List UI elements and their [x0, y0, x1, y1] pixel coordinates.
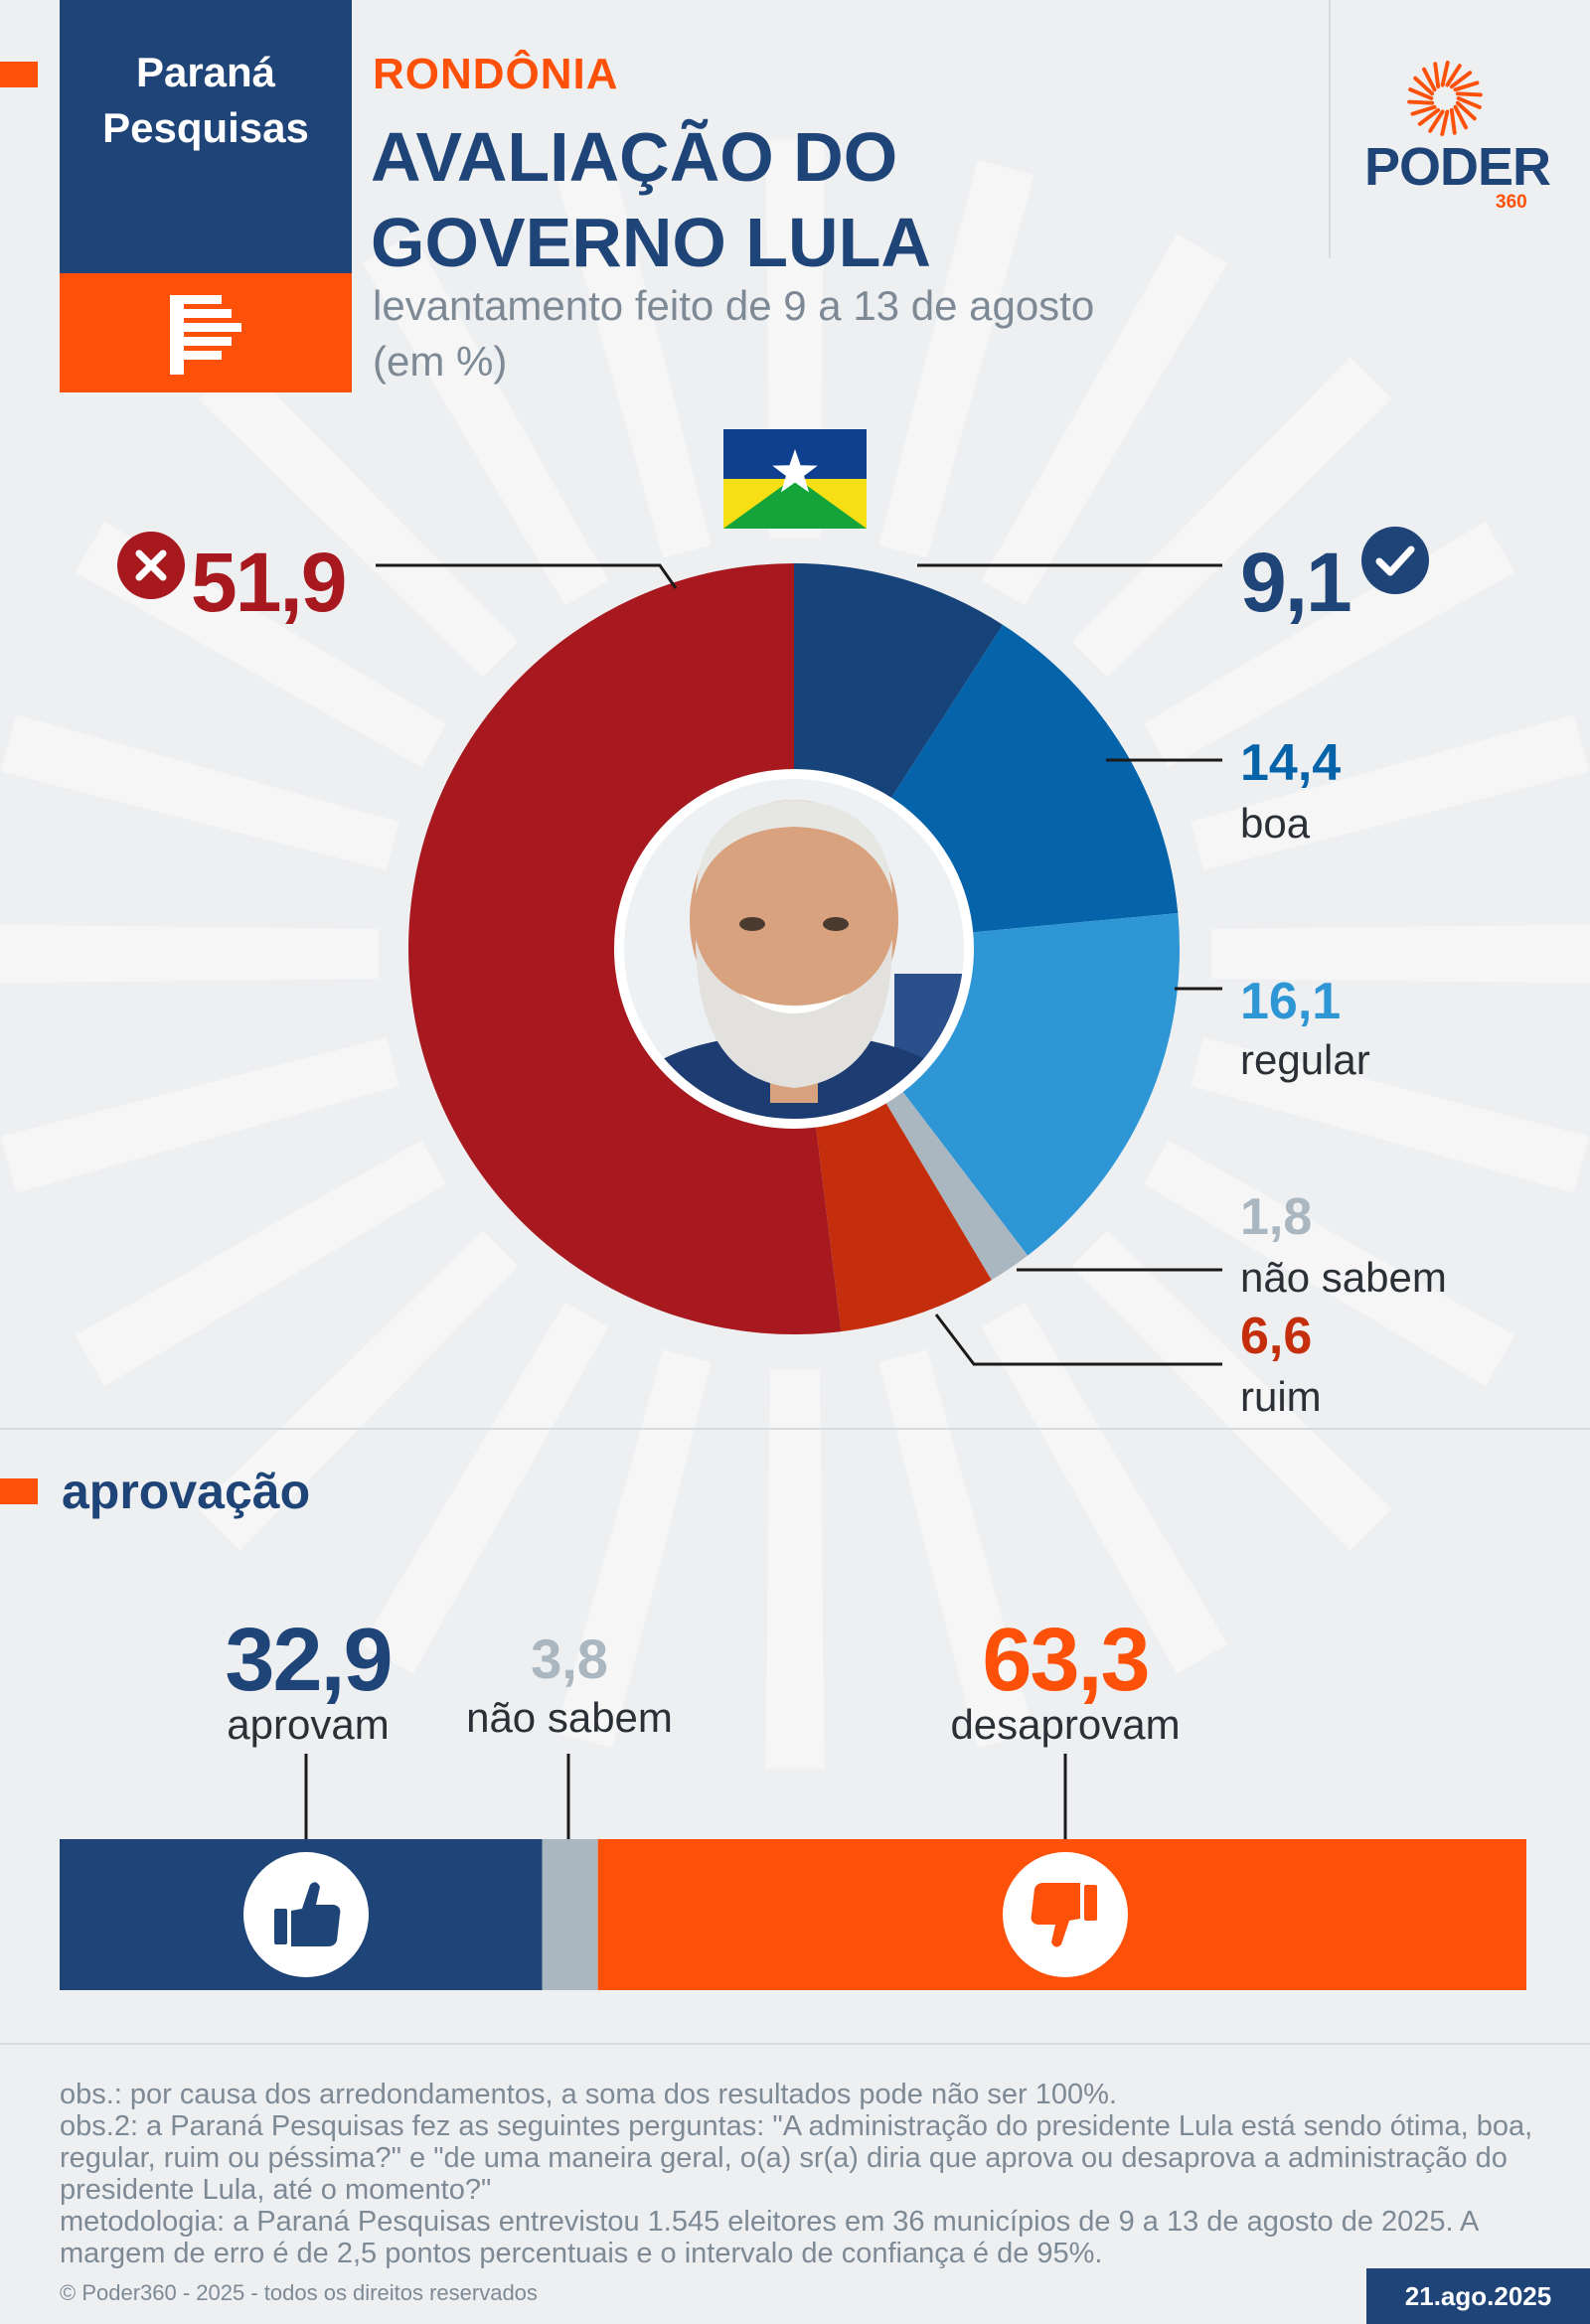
background-ray	[1143, 1140, 1515, 1387]
background-ray	[0, 924, 379, 984]
publisher-logo-sub: 360	[1496, 192, 1527, 213]
label-regular: regular	[1240, 1036, 1370, 1083]
thumbs-up-icon	[274, 1882, 341, 1946]
value-ruim: 6,6	[1240, 1308, 1313, 1365]
sun-rays-icon	[1407, 61, 1483, 136]
pollster-brand-block	[60, 0, 352, 273]
background-ray	[198, 1230, 519, 1551]
value-pessima: 51,9	[191, 536, 347, 629]
sun-ray	[1449, 107, 1457, 135]
background-ray	[878, 159, 1034, 558]
pollster-logo-block	[60, 273, 352, 392]
publisher-logo: PODER	[1364, 137, 1551, 197]
sun-ray	[1440, 109, 1450, 136]
donut-segment-5	[407, 563, 842, 1335]
background-ray	[1191, 1037, 1590, 1193]
leader-line-ruim	[934, 1314, 1222, 1366]
x-icon	[117, 532, 185, 599]
pollster-name: Paraná Pesquisas	[102, 49, 309, 151]
sun-ray	[1408, 87, 1434, 100]
footer-divider	[0, 2043, 1590, 2045]
background-ray	[1143, 521, 1515, 768]
background-ray	[556, 159, 712, 558]
page-title: AVALIAÇÃO DO GOVERNO LULA	[371, 118, 931, 281]
background-ray	[765, 1370, 825, 1769]
label-nao-sabem: não sabem	[1240, 1254, 1447, 1301]
sun-ray	[1440, 61, 1450, 87]
sun-ray	[1453, 104, 1468, 130]
donut-segment-não-sabem	[885, 1091, 1029, 1281]
donut-segment-boa	[890, 624, 1179, 933]
section-divider	[0, 1428, 1590, 1430]
background-ray	[0, 714, 399, 870]
sun-ray	[1410, 104, 1437, 116]
value-nao-sabem: 1,8	[1240, 1188, 1313, 1246]
approval-bar-não-sabem	[542, 1839, 598, 1990]
background-ray	[1191, 714, 1590, 870]
footnote-questions: obs.2: a Paraná Pesquisas fez as seguint…	[60, 2110, 1533, 2206]
background-ray	[1211, 924, 1590, 984]
evaluation-donut-chart	[376, 563, 1222, 1366]
value-approval-nao-sabem: 3,8	[531, 1627, 608, 1690]
parana-pesquisas-logo-icon	[170, 295, 241, 375]
background-ray	[981, 1302, 1228, 1674]
sun-ray	[1422, 67, 1437, 92]
footnotes: obs.: por causa dos arredondamentos, a s…	[60, 2079, 1540, 2269]
sun-ray	[1445, 64, 1462, 87]
sun-ray	[1413, 76, 1435, 96]
label-ruim: ruim	[1240, 1373, 1322, 1420]
approval-bar-chart	[60, 1754, 1526, 1990]
value-desaprovam: 63,3	[982, 1611, 1150, 1710]
value-regular: 16,1	[1240, 973, 1342, 1030]
background-ray	[1071, 1230, 1392, 1551]
footnote-methodology: metodologia: a Paraná Pesquisas entrevis…	[60, 2206, 1478, 2269]
background-ray	[1071, 357, 1392, 678]
header-divider	[1329, 0, 1331, 258]
background-ray	[556, 1349, 712, 1749]
background-ray	[981, 233, 1228, 606]
leader-line-pessima	[376, 563, 678, 589]
label-desaprovam: desaprovam	[950, 1701, 1181, 1748]
value-otima: 9,1	[1240, 536, 1352, 629]
rondonia-flag	[723, 429, 867, 529]
check-icon	[1361, 527, 1429, 594]
section-title: aprovação	[62, 1464, 311, 1519]
sun-ray	[1433, 62, 1441, 89]
date-badge: 21.ago.2025	[1366, 2268, 1590, 2324]
sun-ray	[1417, 107, 1441, 126]
background-ray	[362, 1302, 609, 1674]
donut-segment-ruim	[816, 1102, 992, 1332]
footnote-rounding: obs.: por causa dos arredondamentos, a s…	[60, 2079, 1117, 2110]
value-boa: 14,4	[1240, 734, 1342, 792]
background-ray	[362, 233, 609, 606]
accent-mark	[0, 62, 38, 87]
background-ray	[75, 1140, 447, 1387]
sun-ray	[1456, 96, 1482, 109]
donut-segment-regular	[902, 913, 1180, 1256]
background-ray	[878, 1349, 1034, 1749]
sun-ray	[1455, 100, 1477, 121]
label-boa: boa	[1240, 800, 1311, 847]
sun-ray	[1449, 71, 1473, 89]
background-ray	[0, 1037, 399, 1193]
state-name: RONDÔNIA	[373, 50, 619, 98]
label-approval-nao-sabem: não sabem	[466, 1694, 673, 1741]
value-aprovam: 32,9	[225, 1611, 393, 1710]
sun-ray	[1455, 91, 1483, 97]
page-subtitle: levantamento feito de 9 a 13 de agosto (…	[373, 282, 1095, 385]
accent-mark	[0, 1478, 38, 1504]
sun-ray	[1453, 80, 1480, 92]
background-ray	[198, 357, 519, 678]
sun-ray	[1428, 109, 1445, 133]
donut-segment-0	[794, 563, 1004, 799]
copyright: © Poder360 - 2025 - todos os direitos re…	[60, 2280, 538, 2305]
sun-ray	[1407, 99, 1435, 105]
label-aprovam: aprovam	[227, 1701, 390, 1748]
thumbs-down-icon	[1031, 1883, 1097, 1947]
